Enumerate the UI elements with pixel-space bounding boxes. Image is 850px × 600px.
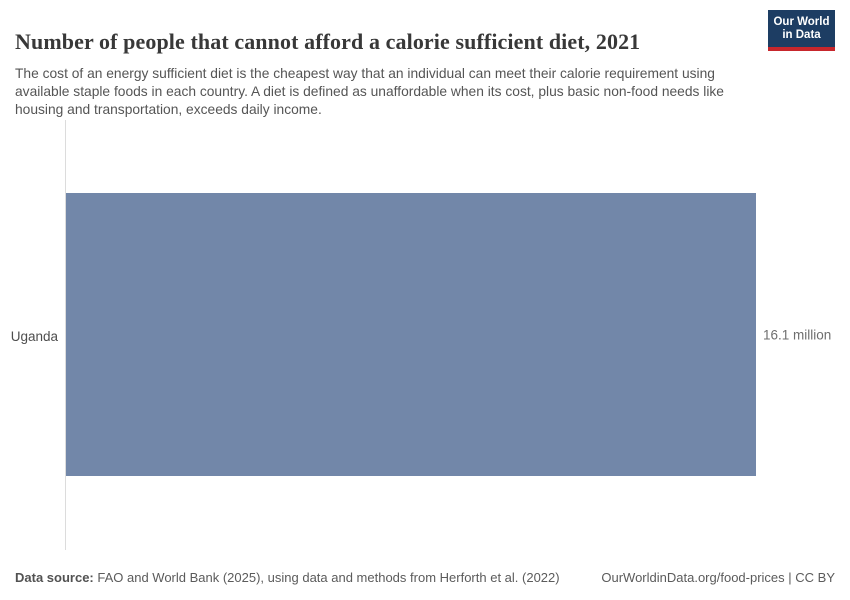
bar-row: 16.1 million <box>66 193 831 476</box>
bar-uganda[interactable]: 16.1 million <box>66 193 831 476</box>
entity-label: Uganda <box>10 329 58 344</box>
owid-logo-box: Our World in Data <box>768 10 835 48</box>
y-axis-line <box>65 120 66 550</box>
data-source-text: FAO and World Bank (2025), using data an… <box>93 570 560 585</box>
data-source-label: Data source: <box>15 570 94 585</box>
chart-title: Number of people that cannot afford a ca… <box>15 28 641 54</box>
owid-logo-stripe <box>768 47 835 52</box>
chart-footer: Data source: FAO and World Bank (2025), … <box>15 570 835 585</box>
owid-logo[interactable]: Our World in Data <box>768 10 835 52</box>
owid-logo-line1: Our World <box>773 16 830 28</box>
plot-area: 16.1 million <box>66 120 831 550</box>
chart-subtitle: The cost of an energy sufficient diet is… <box>15 65 724 118</box>
data-source-note: Data source: FAO and World Bank (2025), … <box>15 570 560 585</box>
owid-logo-line2: in Data <box>782 29 821 42</box>
bar-value-label: 16.1 million <box>763 327 832 342</box>
owid-credit-link[interactable]: OurWorldinData.org/food-prices | CC BY <box>601 570 835 585</box>
